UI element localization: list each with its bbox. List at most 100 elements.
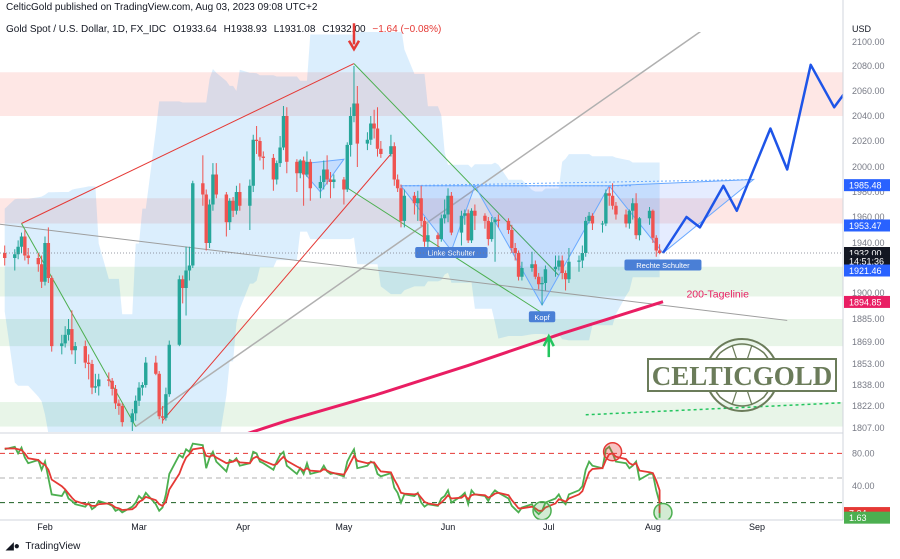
candle-body — [258, 141, 262, 157]
candle-body — [513, 248, 517, 253]
candle-body — [201, 183, 205, 195]
candle-body — [234, 192, 239, 211]
candle-body — [278, 147, 282, 164]
rsi-label-box — [844, 511, 890, 524]
candle-body — [600, 223, 605, 225]
candle-body — [238, 192, 242, 206]
candle-body — [2, 253, 7, 258]
candle-body — [419, 198, 423, 221]
candle-body — [486, 220, 491, 240]
candle-body — [228, 200, 232, 223]
candle-body — [73, 346, 77, 351]
candle-body — [426, 235, 430, 242]
candle-body — [634, 203, 638, 236]
candle-body — [93, 386, 98, 388]
candle-body — [637, 218, 642, 236]
candle-body — [449, 195, 454, 233]
price-tick-label: 2100.00 — [852, 37, 885, 47]
candle-body — [389, 146, 393, 154]
candle-body — [167, 344, 171, 395]
rsi-oversold-circle-current — [653, 502, 673, 520]
celticgold-logo-text: CELTICGOLD — [652, 361, 833, 391]
candle-body — [375, 128, 380, 149]
price-label-box — [844, 219, 890, 232]
candle-body — [248, 185, 252, 206]
price-tick-label: 1807.00 — [852, 423, 885, 433]
candle-body — [110, 380, 114, 389]
price-label-box — [844, 264, 890, 277]
candle-body — [70, 329, 74, 351]
candle-body — [563, 273, 568, 280]
candle-body — [332, 179, 336, 182]
price-tick-label: 1940.00 — [852, 238, 885, 248]
candle-body — [402, 195, 407, 221]
candle-body — [416, 198, 420, 204]
candle-body — [308, 161, 313, 189]
candle-body — [107, 379, 111, 381]
candle-body — [50, 278, 54, 347]
candle-body — [43, 243, 47, 282]
price-tick-label: 2040.00 — [852, 111, 885, 121]
candle-body — [211, 174, 215, 205]
candle-body — [365, 139, 370, 144]
candle-body — [16, 246, 20, 255]
head-shape — [474, 185, 611, 307]
candle-body — [647, 210, 652, 219]
footer: ◢● TradingView — [6, 541, 80, 552]
candle-body — [154, 362, 158, 374]
pattern-label: Kopf — [534, 313, 550, 322]
candle-body — [567, 261, 571, 280]
candle-body — [130, 413, 135, 423]
candle-body — [459, 215, 464, 233]
candle-body — [580, 253, 585, 261]
candle-body — [204, 194, 208, 243]
candle-body — [113, 388, 118, 404]
candle-body — [137, 387, 141, 401]
price-label-box — [844, 255, 890, 268]
candle-body — [584, 220, 588, 253]
candle-body — [493, 219, 497, 223]
candle-body — [133, 400, 138, 414]
candle-body — [83, 346, 88, 363]
channel-lower-red — [162, 153, 392, 421]
candle-body — [436, 235, 440, 240]
price-tick-label: 1822.00 — [852, 401, 885, 411]
candle-body — [587, 215, 591, 221]
candle-body — [207, 204, 212, 243]
channel-upper-red — [21, 63, 355, 224]
zone-band — [0, 319, 843, 347]
ma200-label: 200-Tagelinie — [686, 289, 749, 301]
candle-body — [624, 214, 628, 224]
candle-body — [379, 148, 383, 154]
candle-body — [26, 255, 30, 258]
candle-body — [533, 264, 538, 277]
price-label-text: 1921.46 — [849, 266, 882, 276]
candle-body — [577, 260, 581, 262]
candle-body — [395, 179, 400, 189]
time-tick-label: Sep — [749, 522, 765, 532]
price-label-text: 1953.47 — [849, 221, 882, 231]
tradingview-brand: TradingView — [25, 541, 81, 552]
time-tick-label: Mar — [131, 522, 147, 532]
price-tick-label: 1853.00 — [852, 359, 885, 369]
candle-body — [120, 406, 124, 423]
candle-body — [39, 264, 44, 282]
candle-body — [369, 123, 373, 140]
price-tick-label: 2080.00 — [852, 61, 885, 71]
candle-body — [372, 123, 376, 129]
price-tick-label: 1960.00 — [852, 212, 885, 222]
candle-body — [160, 416, 165, 418]
candle-body — [446, 195, 450, 215]
symbol-description: Gold Spot / U.S. Dollar, 1D, FX_IDC — [6, 24, 167, 35]
candle-body — [275, 163, 279, 180]
candle-body — [187, 265, 192, 271]
candle-body — [473, 210, 477, 216]
candle-body — [466, 213, 470, 241]
time-tick-label: Jun — [441, 522, 456, 532]
candle-body — [144, 362, 148, 385]
price-label-text: 1932.00 — [849, 249, 882, 259]
down-arrow-head-icon — [347, 40, 361, 52]
candle-body — [540, 283, 544, 285]
rsi-oversold-circle — [532, 501, 552, 520]
